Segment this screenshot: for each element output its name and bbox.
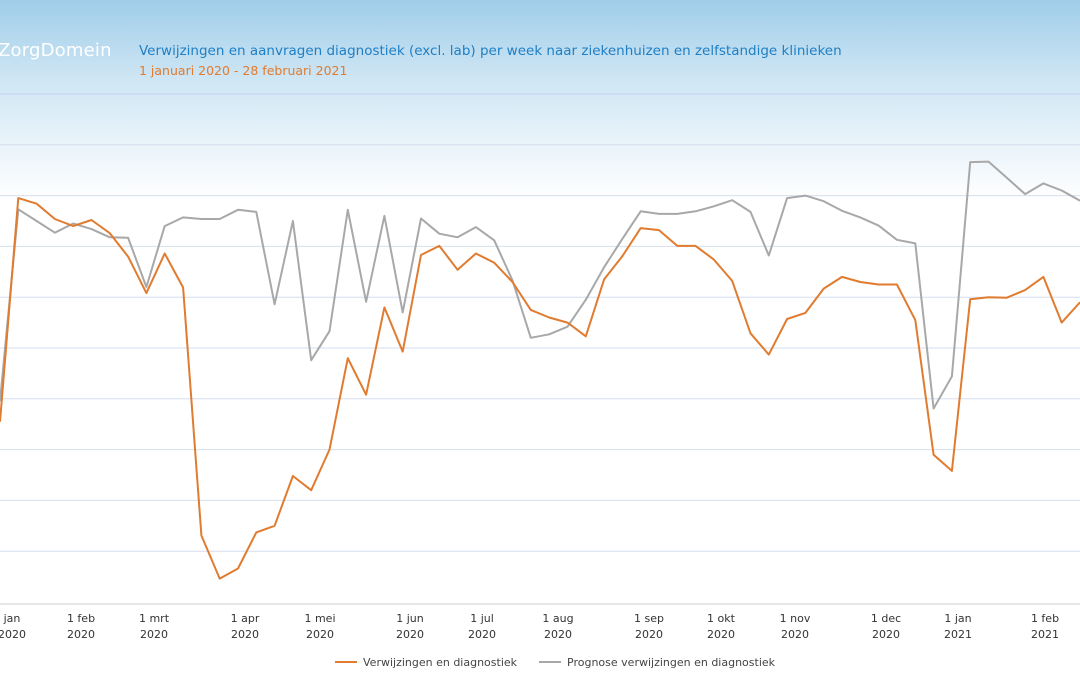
x-tick-label-month: 1 nov: [780, 612, 811, 625]
chart-subtitle: 1 januari 2020 - 28 februari 2021: [139, 63, 348, 78]
legend-label-forecast: Prognose verwijzingen en diagnostiek: [567, 655, 776, 669]
x-tick-label-year: 2021: [1031, 628, 1059, 641]
x-tick-label-year: 2020: [635, 628, 663, 641]
x-tick-label-year: 2020: [468, 628, 496, 641]
x-tick-label-month: 1 feb: [67, 612, 95, 625]
legend-item-actual: Verwijzingen en diagnostiek: [335, 656, 517, 669]
x-tick-label-year: 2020: [231, 628, 259, 641]
x-tick-label-year: 2020: [0, 628, 26, 641]
gridlines: [0, 93, 1080, 605]
chart-title: Verwijzingen en aanvragen diagnostiek (e…: [139, 43, 842, 59]
x-tick-label-month: 1 sep: [634, 612, 664, 625]
legend: Verwijzingen en diagnostiek Prognose ver…: [335, 655, 797, 669]
legend-swatch-actual: [335, 661, 357, 663]
x-tick-label-month: 1 feb: [1031, 612, 1059, 625]
x-tick-label-year: 2020: [67, 628, 95, 641]
x-tick-label-month: 1 jul: [470, 612, 494, 625]
series-line-forecast: [0, 160, 1080, 410]
x-tick-label-year: 2020: [544, 628, 572, 641]
series-line-actual: [0, 197, 1080, 580]
x-tick-label-year: 2020: [140, 628, 168, 641]
x-tick-label-month: 1 aug: [542, 612, 573, 625]
x-tick-label-month: 1 okt: [707, 612, 736, 625]
x-tick-label-month: 1 mrt: [139, 612, 170, 625]
legend-label-actual: Verwijzingen en diagnostiek: [363, 655, 518, 669]
x-axis-tick-labels: jan 2020 1 feb 2020 1 mrt 2020 1 apr 2020 1 mei 2…: [0, 612, 1059, 641]
x-tick-label-year: 2020: [396, 628, 424, 641]
series-lines: [0, 160, 1080, 580]
x-tick-label-month: 1 dec: [871, 612, 901, 625]
x-tick-label-year: 2020: [872, 628, 900, 641]
x-tick-label-year: 2020: [781, 628, 809, 641]
header-gradient-band: [0, 0, 1080, 200]
x-tick-label-month: 1 apr: [231, 612, 260, 625]
x-tick-label-month: 1 jan: [944, 612, 971, 625]
x-tick-label-year: 2020: [707, 628, 735, 641]
legend-swatch-forecast: [539, 661, 562, 663]
x-tick-label-month: 1 mei: [304, 612, 335, 625]
x-tick-label-year: 2020: [306, 628, 334, 641]
x-tick-label-month: 1 jun: [396, 612, 424, 625]
legend-item-forecast: Prognose verwijzingen en diagnostiek: [539, 656, 775, 669]
x-tick-label-month: jan: [3, 612, 21, 625]
x-tick-label-year: 2021: [944, 628, 972, 641]
zorgdomein-logo: ZorgDomein: [0, 40, 112, 61]
